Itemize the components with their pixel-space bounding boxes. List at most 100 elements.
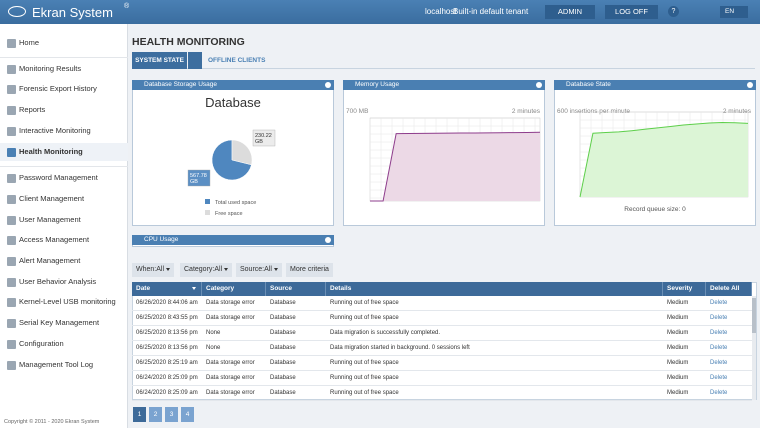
table-cell: Medium <box>667 360 689 366</box>
table-cell: 06/26/2020 8:44:06 am <box>136 300 198 306</box>
sidebar-icon <box>7 174 16 183</box>
legend-label: Free space <box>215 211 243 217</box>
table-cell: 06/24/2020 8:25:09 am <box>136 390 198 396</box>
sidebar-icon <box>7 106 16 115</box>
sidebar-item[interactable]: User Management <box>19 215 81 224</box>
delete-link[interactable]: Delete <box>710 390 728 396</box>
delete-link[interactable]: Delete <box>710 315 728 321</box>
table-cell: Medium <box>667 390 689 396</box>
table-cell: Running out of free space <box>330 390 399 396</box>
table-cell: Database <box>270 345 296 351</box>
delete-link[interactable]: Delete <box>710 360 728 366</box>
table-cell: Database <box>270 330 296 336</box>
sidebar-item[interactable]: Interactive Monitoring <box>19 126 91 135</box>
table-cell: Database <box>270 390 296 396</box>
settings-icon[interactable] <box>325 82 331 88</box>
sidebar-icon <box>7 298 16 307</box>
tab[interactable]: OFFLINE CLIENTS <box>208 57 266 64</box>
sidebar-icon <box>7 340 16 349</box>
sidebar-item[interactable]: Kernel-Level USB monitoring <box>19 297 116 306</box>
table-cell: Medium <box>667 330 689 336</box>
table-cell: 06/24/2020 8:25:09 pm <box>136 375 198 381</box>
legend-label: Total used space <box>215 200 256 206</box>
table-cell: 06/25/2020 8:25:19 am <box>136 360 198 366</box>
sidebar-item[interactable]: Access Management <box>19 235 90 244</box>
more-criteria[interactable]: More criteria <box>286 263 333 277</box>
table-cell: Data migration started in background. 0 … <box>330 345 470 351</box>
filter-value: All <box>156 266 165 273</box>
sidebar-item[interactable]: Password Management <box>19 173 98 182</box>
sidebar-icon <box>7 216 16 225</box>
sidebar-item[interactable]: Forensic Export History <box>19 84 97 93</box>
page-button[interactable]: 2 <box>149 407 162 422</box>
sidebar-item[interactable]: Management Tool Log <box>19 360 94 369</box>
sidebar-item[interactable]: Health Monitoring <box>19 147 83 156</box>
pie-chart: 567.78 GB Total used space 230.22 GB Free spa… <box>187 129 276 217</box>
filter-button[interactable]: When:All <box>132 263 175 277</box>
settings-icon[interactable] <box>325 237 331 243</box>
table-row <box>132 311 752 326</box>
sidebar-item[interactable]: Alert Management <box>19 256 81 265</box>
table-cell: Medium <box>667 300 689 306</box>
area <box>370 132 540 201</box>
widget-title: Memory Usage <box>355 81 400 88</box>
sidebar-item[interactable]: Home <box>19 38 40 47</box>
page-button[interactable]: 1 <box>133 407 146 422</box>
logoff-button[interactable]: LOG OFF <box>605 5 658 19</box>
brand: Ekran System <box>32 5 113 20</box>
delete-link[interactable]: Delete <box>710 300 728 306</box>
filter-button[interactable]: Source:All <box>236 263 282 277</box>
column-header: Severity <box>663 282 706 296</box>
sidebar-icon <box>7 148 16 157</box>
admin-button[interactable]: ADMIN <box>545 5 595 19</box>
column-header[interactable]: Delete All <box>706 282 752 296</box>
sidebar-item[interactable]: User Behavior Analysis <box>19 277 97 286</box>
tab-active[interactable]: SYSTEM STATE <box>132 52 187 69</box>
area <box>580 122 748 197</box>
table-cell: Data migration is successfully completed… <box>330 330 441 336</box>
pie-slice <box>211 139 252 181</box>
filter-label: When: <box>136 266 157 273</box>
sidebar-item[interactable]: Serial Key Management <box>19 318 100 327</box>
scrollbar-thumb[interactable] <box>752 298 756 333</box>
sidebar-icon <box>7 257 16 266</box>
widget-header <box>343 80 545 90</box>
settings-icon[interactable] <box>747 82 753 88</box>
column-header: Date <box>132 282 202 296</box>
column-header: Category <box>202 282 266 296</box>
time-label: 2 minutes <box>512 108 541 115</box>
data-label-box <box>252 129 276 147</box>
table-cell: 06/25/2020 8:13:56 pm <box>136 330 198 336</box>
delete-link[interactable]: Delete <box>710 330 728 336</box>
filter-caret <box>224 267 229 271</box>
language-select[interactable]: EN <box>720 6 748 18</box>
sidebar-item[interactable]: Monitoring Results <box>19 64 82 73</box>
pie-slice <box>231 139 253 166</box>
delete-link[interactable]: Delete <box>710 375 728 381</box>
sidebar-icon <box>7 127 16 136</box>
table <box>132 282 757 400</box>
page-button[interactable]: 3 <box>165 407 178 422</box>
filter-label: Source: <box>240 266 265 273</box>
sidebar-item[interactable]: Client Management <box>19 194 85 203</box>
column-header: Details <box>326 282 663 296</box>
page-button[interactable]: 4 <box>181 407 194 422</box>
widget-title: CPU Usage <box>144 236 179 243</box>
table-row <box>132 356 752 371</box>
sidebar-item[interactable]: Configuration <box>19 339 64 348</box>
sidebar-icon <box>7 195 16 204</box>
widget-header <box>132 80 334 90</box>
table-cell: Running out of free space <box>330 360 399 366</box>
table-cell: Data storage error <box>206 375 255 381</box>
tab-dropdown[interactable] <box>188 52 202 69</box>
help-button[interactable]: ? <box>668 6 679 17</box>
sidebar-item[interactable]: Reports <box>19 105 46 114</box>
table-cell: Running out of free space <box>330 300 399 306</box>
sidebar-icon <box>7 236 16 245</box>
settings-icon[interactable] <box>536 82 542 88</box>
widget-title: Database Storage Usage <box>144 81 217 88</box>
delete-link[interactable]: Delete <box>710 345 728 351</box>
sidebar-icon <box>7 85 16 94</box>
filter-button[interactable]: Category:All <box>180 263 233 277</box>
table-cell: 06/25/2020 8:43:55 pm <box>136 315 198 321</box>
